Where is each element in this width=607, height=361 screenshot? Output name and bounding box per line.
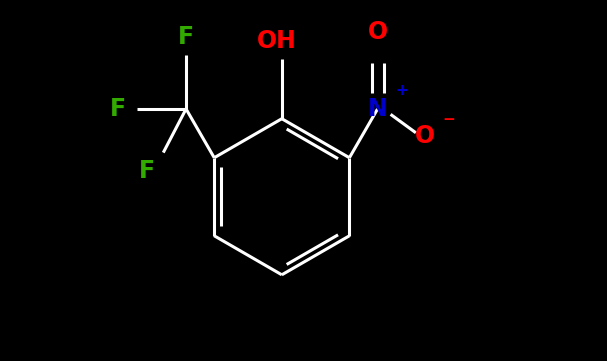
Text: O: O xyxy=(367,20,388,44)
Text: F: F xyxy=(178,25,194,49)
Text: −: − xyxy=(442,112,455,127)
Text: F: F xyxy=(138,159,155,183)
Text: N: N xyxy=(368,97,387,121)
Text: F: F xyxy=(110,97,126,121)
Text: O: O xyxy=(415,124,435,148)
Text: +: + xyxy=(395,83,408,98)
Text: OH: OH xyxy=(257,29,296,53)
